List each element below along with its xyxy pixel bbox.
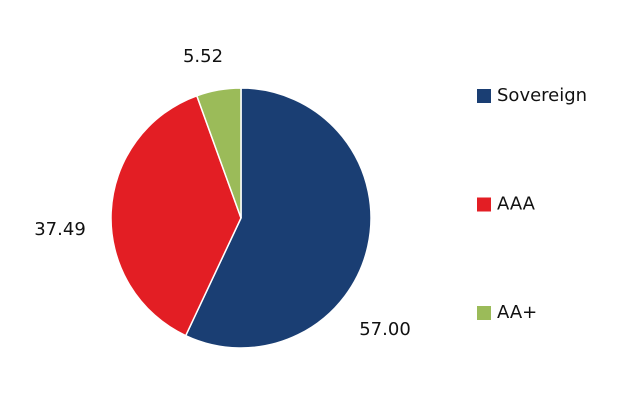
pie-slice [195, 87, 242, 219]
pie-slice [110, 94, 242, 337]
legend-label: AAA [497, 194, 536, 215]
legend-swatch [477, 197, 491, 212]
legend-swatch [477, 89, 491, 103]
data-label: 57.00 [359, 319, 411, 340]
data-label: 37.49 [34, 219, 86, 240]
data-label: 5.52 [183, 46, 223, 67]
pie-slice [184, 87, 372, 349]
legend-label: Sovereign [497, 85, 587, 106]
legend-label: AA+ [497, 302, 537, 323]
legend-swatch [477, 306, 491, 320]
